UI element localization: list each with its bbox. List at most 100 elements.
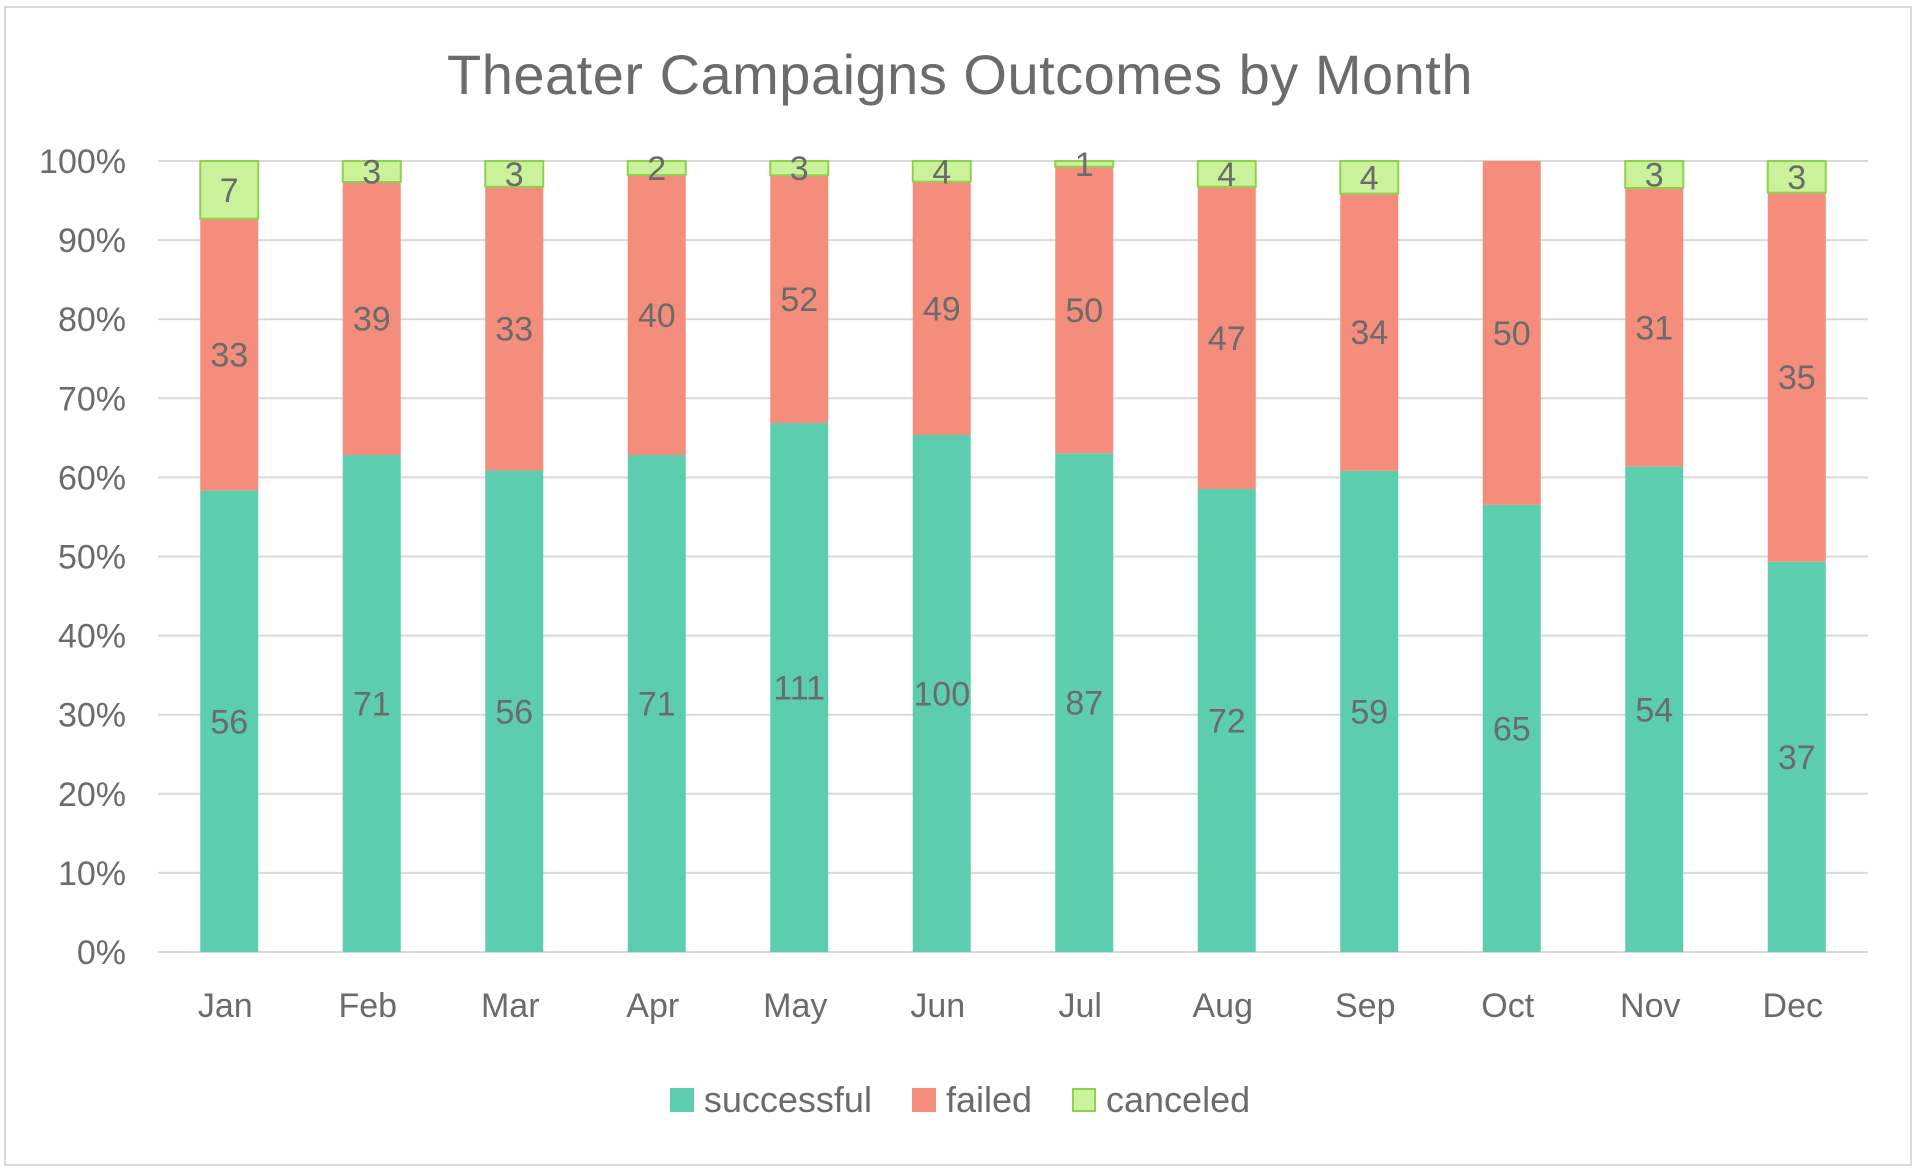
y-tick-label: 90%: [58, 222, 126, 260]
y-tick-label: 60%: [58, 459, 126, 497]
data-label: 37: [1778, 739, 1816, 777]
data-label: 50: [1065, 292, 1103, 330]
data-label: 2: [647, 150, 666, 188]
legend-item-failed: failed: [911, 1079, 1033, 1121]
data-label: 40: [638, 297, 676, 335]
bar-segment-failed: [627, 175, 686, 455]
y-tick-label: 70%: [58, 380, 126, 418]
data-label: 35: [1778, 359, 1816, 397]
data-label: 49: [923, 290, 961, 328]
bar-segment-successful: [770, 423, 829, 952]
x-tick-label: Jan: [198, 987, 253, 1025]
bar-segment-canceled: [1054, 160, 1115, 168]
bar-segment-successful: [1482, 504, 1541, 952]
data-label: 3: [790, 150, 809, 188]
data-label: 56: [495, 693, 533, 731]
data-label: 87: [1065, 685, 1103, 723]
data-label: 33: [495, 311, 533, 349]
x-tick-label: Sep: [1335, 987, 1396, 1025]
y-tick-label: 0%: [77, 934, 126, 972]
data-label: 56: [210, 703, 248, 741]
legend-item-successful: successful: [669, 1079, 872, 1121]
bar-segment-successful: [1197, 488, 1256, 952]
bar-segment-canceled: [341, 160, 402, 183]
data-label: 34: [1350, 314, 1388, 352]
bar-segment-successful: [912, 435, 971, 952]
bar-segment-failed: [1055, 166, 1114, 454]
bar-segment-failed: [770, 175, 829, 424]
bar-segment-successful: [627, 455, 686, 952]
data-label: 71: [638, 686, 676, 724]
y-tick-label: 100%: [39, 143, 126, 181]
bar-segment-canceled: [911, 160, 972, 183]
x-tick-label: Feb: [338, 987, 397, 1025]
y-tick-label: 80%: [58, 301, 126, 339]
bar-segment-successful: [1625, 466, 1684, 952]
data-label: 47: [1208, 320, 1246, 358]
data-label: 31: [1635, 309, 1673, 347]
bar-segment-canceled: [1624, 160, 1685, 189]
data-label: 33: [210, 337, 248, 375]
data-label: 52: [780, 281, 818, 319]
bar-segment-failed: [912, 181, 971, 436]
x-tick-label: Oct: [1481, 987, 1534, 1025]
data-label: 71: [353, 686, 391, 724]
data-label: 3: [362, 154, 381, 192]
data-label: 111: [773, 670, 825, 708]
bar-segment-canceled: [484, 160, 545, 188]
bar-segment-successful: [1767, 561, 1826, 952]
bar-segment-failed: [485, 186, 544, 471]
bar-segment-failed: [200, 218, 259, 491]
bar-segment-failed: [342, 182, 401, 455]
data-label: 50: [1493, 315, 1531, 353]
bar-segment-canceled: [1766, 160, 1827, 194]
legend-swatch: [669, 1088, 694, 1112]
y-tick-label: 30%: [58, 697, 126, 735]
data-label: 3: [1787, 159, 1806, 197]
bar-segment-canceled: [1196, 160, 1257, 188]
x-tick-label: Apr: [626, 987, 679, 1025]
x-tick-label: Jul: [1059, 987, 1102, 1025]
data-label: 3: [505, 156, 524, 194]
bar-segment-canceled: [1339, 160, 1400, 195]
data-label: 100: [913, 676, 970, 714]
data-label: 59: [1350, 693, 1388, 731]
y-tick-label: 20%: [58, 776, 126, 814]
data-label: 1: [1075, 146, 1094, 184]
data-label: 72: [1208, 702, 1246, 740]
data-label: 39: [353, 301, 391, 339]
bar-segment-successful: [342, 455, 401, 952]
legend: successful failed canceled: [0, 1075, 1920, 1125]
data-label: 3: [1645, 156, 1664, 194]
data-label: 4: [932, 153, 951, 191]
legend-swatch: [911, 1088, 936, 1112]
data-label: 4: [1217, 156, 1236, 194]
data-label: 54: [1635, 691, 1673, 729]
x-tick-label: Mar: [481, 987, 540, 1025]
bar-segment-failed: [1482, 161, 1541, 505]
bar-segment-failed: [1767, 192, 1826, 562]
x-tick-label: May: [763, 987, 827, 1025]
bar-segment-successful: [1340, 470, 1399, 952]
x-tick-label: Jun: [910, 987, 965, 1025]
bar-segment-failed: [1197, 186, 1256, 489]
y-tick-label: 10%: [58, 855, 126, 893]
bar-segment-failed: [1625, 187, 1684, 467]
legend-swatch: [1072, 1088, 1097, 1112]
y-tick-label: 40%: [58, 618, 126, 656]
data-label: 4: [1360, 159, 1379, 197]
bar-segment-canceled: [199, 160, 260, 220]
legend-item-canceled: canceled: [1072, 1079, 1250, 1121]
bar-segment-successful: [485, 470, 544, 952]
bar-segment-canceled: [769, 160, 830, 177]
x-tick-label: Nov: [1620, 987, 1680, 1025]
x-tick-label: Aug: [1193, 987, 1254, 1025]
bar-segment-canceled: [626, 160, 687, 176]
bar-segment-successful: [1055, 453, 1114, 952]
bar-segment-successful: [200, 490, 259, 952]
legend-label: failed: [945, 1079, 1033, 1120]
chart-title: Theater Campaigns Outcomes by Month: [447, 43, 1473, 106]
bar-segment-failed: [1340, 193, 1399, 471]
x-tick-label: Dec: [1763, 987, 1823, 1025]
